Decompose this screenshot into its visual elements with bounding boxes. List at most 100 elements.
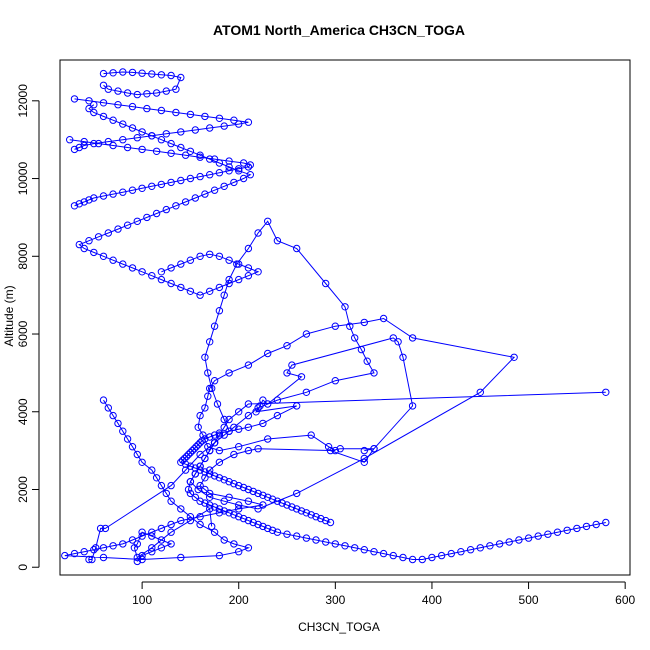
data-point xyxy=(133,553,142,562)
data-point xyxy=(302,509,311,517)
data-point xyxy=(220,415,228,424)
data-point xyxy=(208,384,216,393)
data-point xyxy=(201,474,209,482)
data-point xyxy=(215,307,224,315)
data-point xyxy=(239,159,248,167)
data-point xyxy=(177,553,185,562)
data-point xyxy=(206,250,214,259)
data-point xyxy=(259,501,267,509)
data-point xyxy=(225,256,233,264)
series-layer xyxy=(61,68,610,566)
x-tick-label: 200 xyxy=(229,593,249,607)
data-point xyxy=(256,402,264,410)
data-point xyxy=(210,439,219,447)
data-point xyxy=(186,448,195,457)
data-point xyxy=(167,481,175,490)
data-point xyxy=(370,369,378,377)
data-point xyxy=(602,518,610,527)
data-point xyxy=(119,188,127,196)
data-series xyxy=(184,388,610,564)
data-point xyxy=(235,501,243,509)
data-point xyxy=(167,520,175,529)
plot-frame xyxy=(59,59,631,576)
data-point xyxy=(210,155,219,163)
data-point xyxy=(80,548,88,556)
data-point xyxy=(239,174,248,183)
data-point xyxy=(249,487,257,496)
data-point xyxy=(553,528,562,536)
data-point xyxy=(99,112,108,121)
data-point xyxy=(225,478,233,486)
data-point xyxy=(582,522,591,531)
data-point xyxy=(341,303,349,311)
data-point xyxy=(235,505,243,513)
data-point xyxy=(235,260,243,268)
data-point xyxy=(213,400,222,408)
data-point xyxy=(167,528,175,536)
data-point xyxy=(259,419,267,428)
data-point xyxy=(85,97,93,105)
data-point xyxy=(94,233,103,241)
data-point xyxy=(264,400,272,408)
data-point xyxy=(119,68,127,76)
data-point xyxy=(119,260,127,268)
data-point xyxy=(215,252,224,260)
data-point xyxy=(190,445,199,453)
data-point xyxy=(312,536,320,544)
data-point xyxy=(119,540,127,548)
data-point xyxy=(336,445,344,453)
data-point xyxy=(307,431,315,439)
data-point xyxy=(324,443,333,451)
data-point xyxy=(220,536,228,544)
data-point xyxy=(215,114,224,123)
data-point xyxy=(215,474,224,482)
data-point xyxy=(201,353,209,361)
data-point xyxy=(244,361,253,369)
data-point xyxy=(534,532,542,540)
x-tick-label: 400 xyxy=(422,593,442,607)
data-point xyxy=(206,466,214,474)
data-point xyxy=(268,495,277,503)
data-point xyxy=(133,217,142,226)
data-point xyxy=(157,268,166,276)
data-point xyxy=(167,149,175,158)
data-point xyxy=(244,264,253,272)
data-point xyxy=(157,180,166,189)
data-point xyxy=(186,256,195,264)
data-point xyxy=(186,478,195,486)
data-point xyxy=(148,70,156,78)
data-point xyxy=(172,202,180,210)
data-point xyxy=(196,450,204,459)
data-point xyxy=(370,548,378,556)
data-point xyxy=(322,516,330,525)
data-point xyxy=(114,87,122,95)
data-point xyxy=(101,524,110,533)
x-tick-label: 100 xyxy=(132,593,152,607)
data-point xyxy=(206,501,214,509)
data-point xyxy=(75,240,84,249)
data-point xyxy=(148,466,156,474)
data-point xyxy=(90,139,98,148)
data-point xyxy=(162,87,171,95)
data-point xyxy=(104,137,113,146)
data-point xyxy=(437,551,446,560)
data-point xyxy=(331,322,339,330)
series-line xyxy=(179,337,414,523)
data-point xyxy=(177,128,185,136)
y-tick-label: 8000 xyxy=(16,243,30,270)
data-point xyxy=(119,136,127,144)
data-point xyxy=(194,423,202,431)
data-point xyxy=(181,460,190,468)
data-point xyxy=(196,497,204,505)
data-point xyxy=(128,443,137,451)
data-point xyxy=(273,497,282,505)
data-point xyxy=(167,178,175,187)
data-point xyxy=(70,549,79,558)
data-point xyxy=(148,272,156,280)
data-point xyxy=(204,392,212,400)
data-point xyxy=(104,85,113,93)
data-point xyxy=(138,145,146,154)
data-point xyxy=(428,553,436,562)
data-point xyxy=(88,555,96,564)
